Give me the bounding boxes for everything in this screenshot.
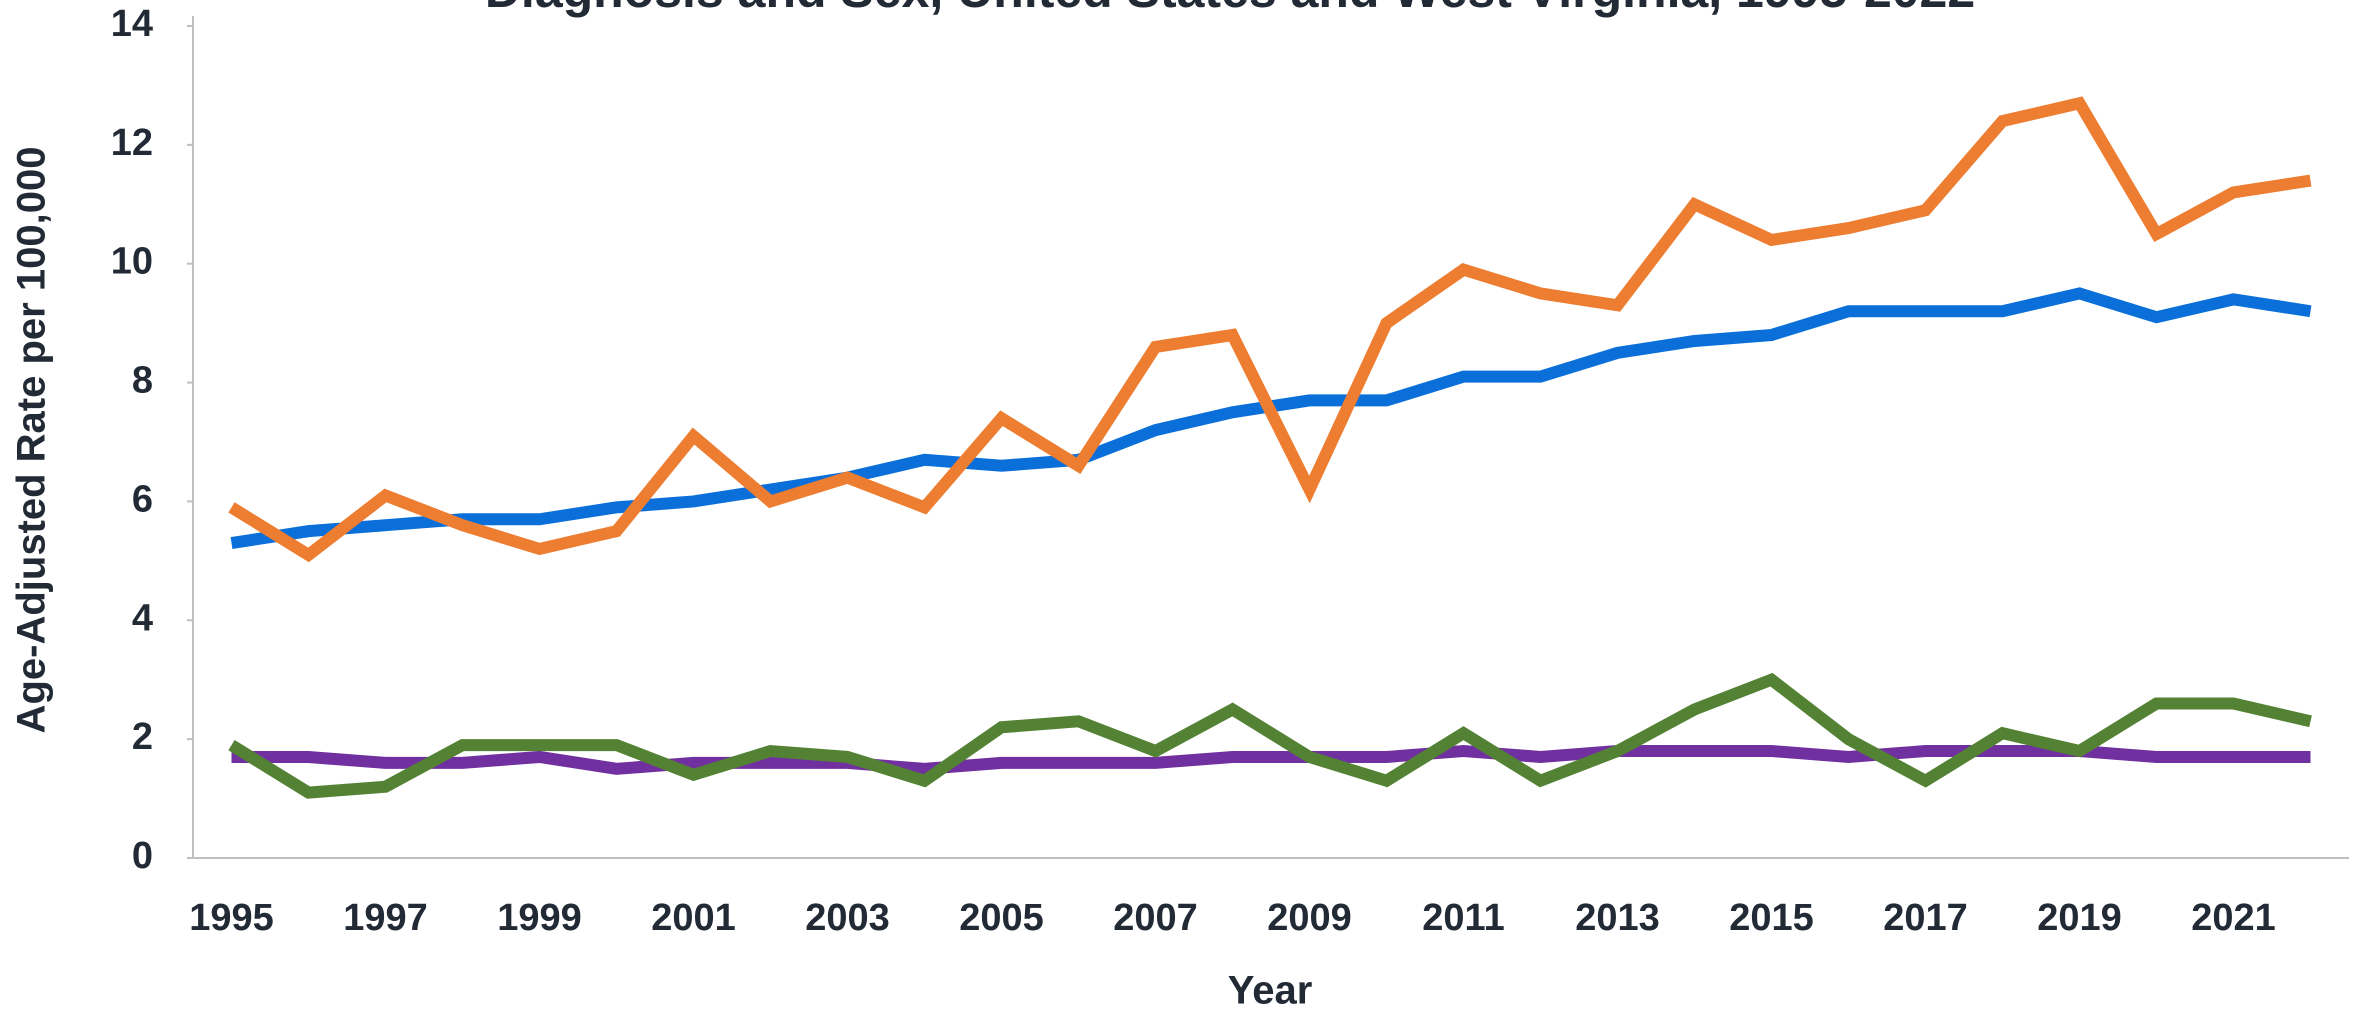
- y-tick-label: 0: [132, 835, 153, 877]
- y-tick-label: 12: [111, 122, 153, 164]
- x-tick-label: 2009: [1267, 897, 1352, 939]
- x-tick-label: 2013: [1575, 897, 1660, 939]
- series-line: [228, 672, 2312, 799]
- x-tick-label: 2011: [1422, 897, 1504, 939]
- y-tick-label: 8: [132, 360, 153, 402]
- y-tick-label: 10: [111, 241, 153, 283]
- y-tick-label: 2: [132, 716, 153, 758]
- x-tick-label: 2015: [1729, 897, 1814, 939]
- x-tick-label: 2021: [2191, 897, 2276, 939]
- y-tick-label: 4: [132, 597, 153, 639]
- y-tick-label: 14: [111, 3, 153, 45]
- series-line: [231, 745, 2311, 775]
- x-tick-label: 2007: [1113, 897, 1198, 939]
- x-tick-label: 2005: [959, 897, 1044, 939]
- x-tick-label: 2001: [651, 897, 736, 939]
- x-axis-title: Year: [1228, 969, 1313, 1013]
- x-tick-label: 2017: [1883, 897, 1968, 939]
- chart-title: Diagnosis and Sex, United States and Wes…: [485, 0, 1975, 18]
- series-line: [228, 96, 2312, 563]
- x-tick-label: 1997: [343, 897, 428, 939]
- y-tick-label: 6: [132, 478, 153, 520]
- x-tick-label: 1999: [497, 897, 582, 939]
- x-tick-label: 1995: [189, 897, 274, 939]
- x-tick-label: 2003: [805, 897, 890, 939]
- y-axis-title: Age-Adjusted Rate per 100,000: [10, 147, 54, 734]
- x-tick-label: 2019: [2037, 897, 2122, 939]
